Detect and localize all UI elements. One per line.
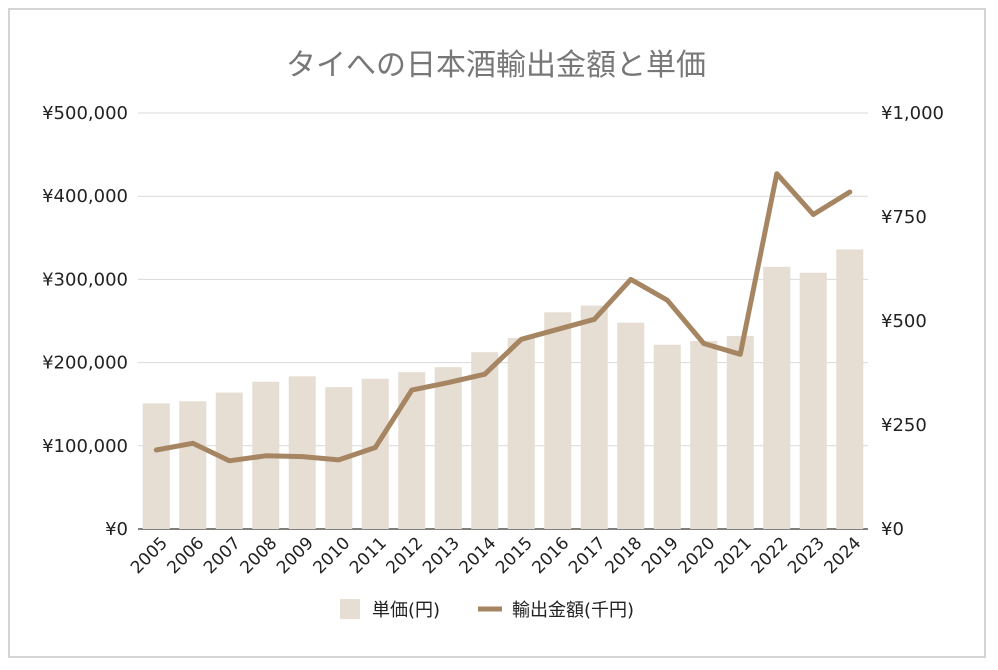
left-tick-label: ¥400,000 bbox=[42, 186, 128, 207]
bar-2013 bbox=[434, 367, 462, 529]
x-tick-label: 2023 bbox=[784, 533, 829, 578]
x-tick-label: 2022 bbox=[748, 533, 793, 578]
bar-2012 bbox=[398, 372, 426, 529]
bar-2014 bbox=[471, 352, 499, 529]
bar-2009 bbox=[288, 376, 316, 529]
x-tick-label: 2012 bbox=[383, 533, 428, 578]
right-tick-label: ¥500 bbox=[881, 311, 927, 332]
x-axis: 2005200620072008200920102011201220132014… bbox=[127, 533, 865, 578]
right-tick-label: ¥750 bbox=[881, 207, 927, 228]
bar-2018 bbox=[617, 322, 645, 529]
bar-2019 bbox=[653, 344, 681, 529]
x-tick-label: 2008 bbox=[237, 533, 282, 578]
x-tick-label: 2015 bbox=[492, 533, 537, 578]
bar-2021 bbox=[726, 335, 754, 529]
left-tick-label: ¥500,000 bbox=[42, 103, 128, 124]
x-tick-label: 2009 bbox=[273, 533, 318, 578]
bar-2024 bbox=[836, 249, 864, 529]
right-tick-label: ¥0 bbox=[881, 519, 904, 540]
chart-title: タイへの日本酒輸出金額と単価 bbox=[286, 48, 706, 83]
bar-2022 bbox=[763, 266, 791, 529]
legend-bar-label: 単価(円) bbox=[372, 600, 440, 621]
x-tick-label: 2007 bbox=[200, 533, 245, 578]
right-axis: ¥0 ¥250 ¥500 ¥750 ¥1,000 bbox=[881, 103, 944, 540]
bar-2006 bbox=[179, 401, 207, 529]
x-tick-label: 2018 bbox=[602, 533, 647, 578]
x-tick-label: 2013 bbox=[419, 533, 464, 578]
x-tick-label: 2016 bbox=[529, 533, 574, 578]
right-tick-label: ¥1,000 bbox=[881, 103, 944, 124]
left-tick-label: ¥0 bbox=[105, 519, 128, 540]
bar-2020 bbox=[690, 340, 718, 529]
x-tick-label: 2020 bbox=[675, 533, 720, 578]
bar-2016 bbox=[544, 312, 572, 529]
legend: 単価(円) 輸出金額(千円) bbox=[340, 599, 634, 621]
x-tick-label: 2024 bbox=[821, 533, 866, 578]
x-tick-label: 2011 bbox=[346, 533, 391, 578]
legend-bar-swatch bbox=[340, 599, 360, 619]
grid-lines bbox=[138, 112, 868, 530]
left-tick-label: ¥300,000 bbox=[42, 269, 128, 290]
left-tick-label: ¥200,000 bbox=[42, 353, 128, 374]
x-tick-label: 2010 bbox=[310, 533, 355, 578]
legend-line-label: 輸出金額(千円) bbox=[512, 600, 634, 621]
left-axis: ¥0 ¥100,000 ¥200,000 ¥300,000 ¥400,000 ¥500,0… bbox=[42, 103, 128, 540]
x-tick-label: 2019 bbox=[638, 533, 683, 578]
bar-2015 bbox=[507, 338, 535, 529]
x-tick-label: 2005 bbox=[127, 533, 172, 578]
bar-2011 bbox=[361, 378, 389, 529]
bar-2005 bbox=[142, 403, 170, 529]
x-tick-label: 2021 bbox=[711, 533, 756, 578]
right-tick-label: ¥250 bbox=[881, 415, 927, 436]
x-tick-label: 2017 bbox=[565, 533, 610, 578]
bar-series bbox=[142, 249, 864, 529]
left-tick-label: ¥100,000 bbox=[42, 436, 128, 457]
x-tick-label: 2014 bbox=[456, 533, 501, 578]
export-value-line bbox=[153, 171, 853, 464]
x-tick-label: 2006 bbox=[164, 533, 209, 578]
bar-2023 bbox=[799, 272, 827, 529]
bar-2017 bbox=[580, 305, 608, 529]
line-series bbox=[153, 171, 853, 464]
